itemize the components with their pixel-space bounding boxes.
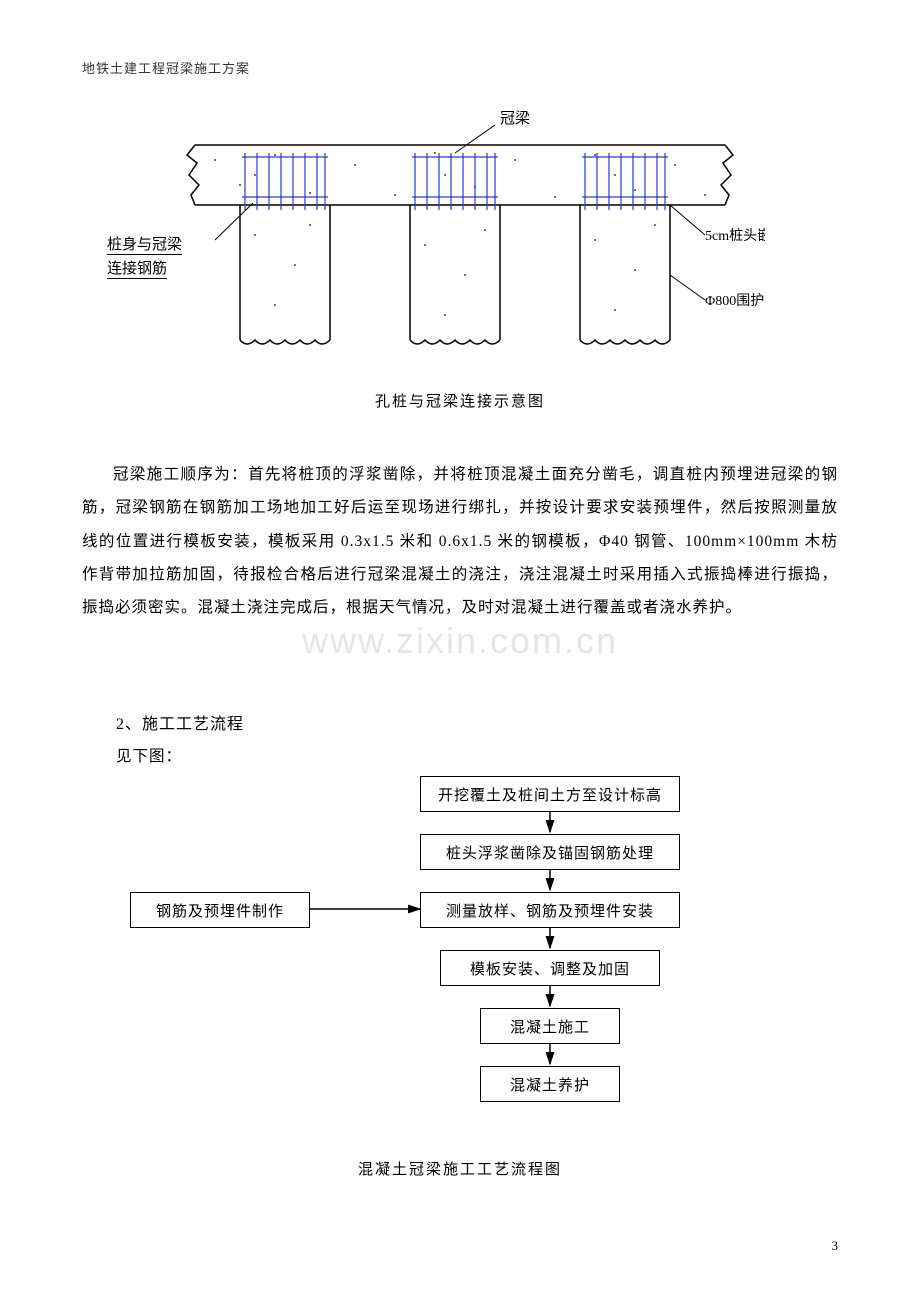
pile-cap-connection-diagram: 冠梁 5cm桩头嵌入冠梁 Φ800围护桩 桩身与冠梁 连接钢筋 bbox=[145, 105, 765, 365]
label-top: 冠梁 bbox=[500, 110, 530, 127]
flowchart: 开挖覆土及桩间土方至设计标高 桩头浮浆凿除及锚固钢筋处理 测量放样、钢筋及预埋件… bbox=[120, 776, 800, 1136]
flow-box-1: 开挖覆土及桩间土方至设计标高 bbox=[420, 776, 680, 812]
subline: 见下图： bbox=[116, 744, 182, 766]
running-header: 地铁土建工程冠梁施工方案 bbox=[82, 58, 250, 77]
label-right2: Φ800围护桩 bbox=[705, 292, 765, 309]
label-left2: 连接钢筋 bbox=[107, 257, 167, 279]
label-left1: 桩身与冠梁 bbox=[107, 233, 182, 255]
flow-box-3: 测量放样、钢筋及预埋件安装 bbox=[420, 892, 680, 928]
flow-box-2: 桩头浮浆凿除及锚固钢筋处理 bbox=[420, 834, 680, 870]
flowchart-caption: 混凝土冠梁施工工艺流程图 bbox=[0, 1158, 920, 1179]
flow-box-side: 钢筋及预埋件制作 bbox=[130, 892, 310, 928]
diagram1-caption: 孔桩与冠梁连接示意图 bbox=[0, 390, 920, 411]
flow-box-6: 混凝土养护 bbox=[480, 1066, 620, 1102]
subheading: 2、施工工艺流程 bbox=[116, 710, 244, 734]
label-right1: 5cm桩头嵌入冠梁 bbox=[705, 227, 765, 244]
body-paragraph: 冠梁施工顺序为：首先将桩顶的浮浆凿除，并将桩顶混凝土面充分凿毛，调直桩内预埋进冠… bbox=[82, 458, 838, 625]
flow-box-5: 混凝土施工 bbox=[480, 1008, 620, 1044]
page-number: 3 bbox=[832, 1238, 839, 1254]
watermark-text: www.zixin.com.cn bbox=[0, 620, 920, 662]
flow-box-4: 模板安装、调整及加固 bbox=[440, 950, 660, 986]
